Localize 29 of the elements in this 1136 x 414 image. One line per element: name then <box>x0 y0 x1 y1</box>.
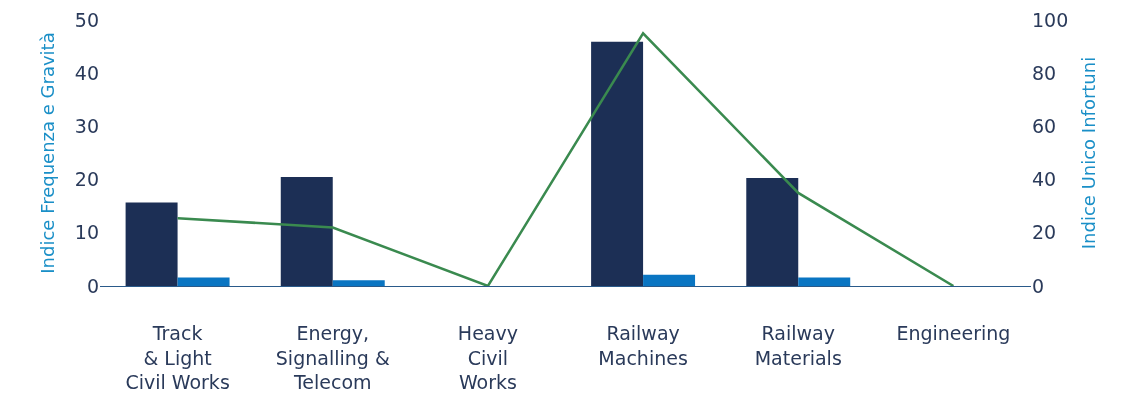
line-series <box>176 32 955 286</box>
bar <box>332 280 385 286</box>
bar <box>798 277 851 286</box>
x-tick-label: Track & Light Civil Works <box>125 321 230 394</box>
x-tick-label: Energy, Signalling & Telecom <box>275 321 390 394</box>
y-tick-label: 30 <box>74 115 99 138</box>
bar <box>591 41 644 286</box>
y2-tick-label: 100 <box>1032 8 1069 31</box>
y-tick-label: 50 <box>74 8 99 31</box>
bar <box>177 277 230 286</box>
x-tick-label: Heavy Civil Works <box>457 321 518 394</box>
y-axis-title: Indice Frequenza e Gravità <box>37 32 59 274</box>
y2-tick-label: 80 <box>1032 61 1057 84</box>
y-tick-label: 20 <box>74 168 99 191</box>
bar <box>746 178 799 286</box>
y2-axis-title: Indice Unico Infortuni <box>1078 56 1100 250</box>
x-tick-label: Engineering <box>896 321 1011 344</box>
y2-tick-label: 60 <box>1032 115 1057 138</box>
x-tick-label: Railway Machines <box>598 321 688 369</box>
y-tick-label: 10 <box>74 221 99 244</box>
y2-tick-label: 20 <box>1032 221 1057 244</box>
bar <box>643 274 696 286</box>
y2-tick-label: 0 <box>1032 274 1045 297</box>
y-tick-label: 0 <box>86 274 99 297</box>
bar <box>125 202 178 286</box>
bar <box>280 176 333 286</box>
y-tick-label: 40 <box>74 61 99 84</box>
y2-tick-label: 40 <box>1032 168 1057 191</box>
x-tick-label: Railway Materials <box>754 321 842 369</box>
